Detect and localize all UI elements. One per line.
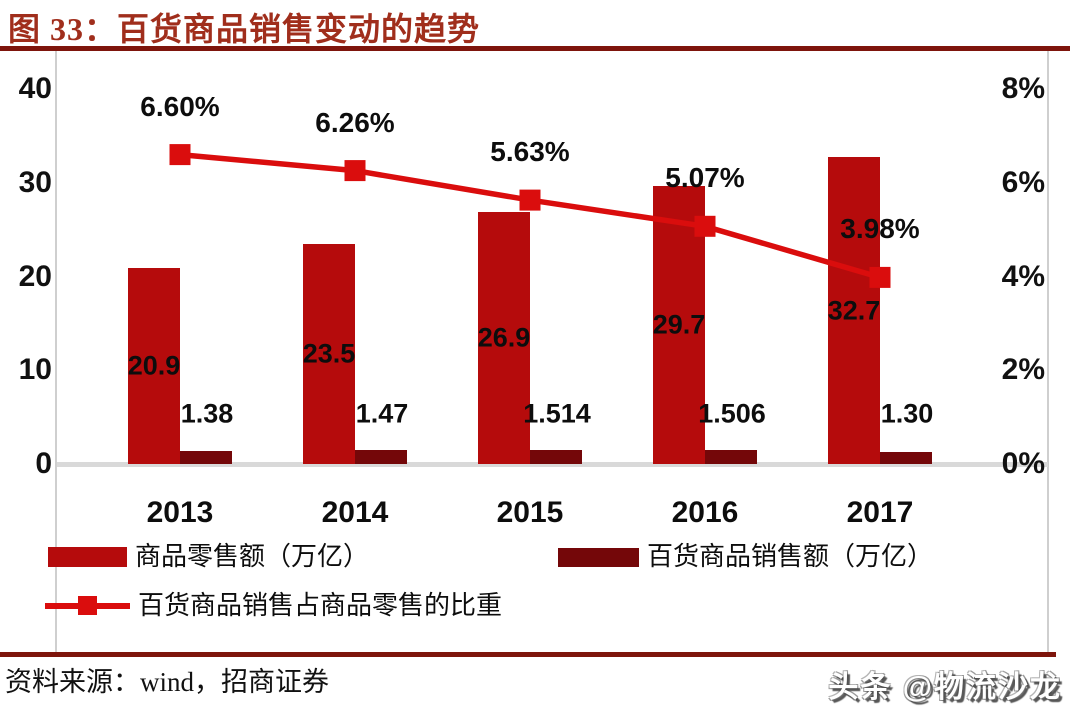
ratio-value-label: 5.63%	[490, 136, 570, 168]
ratio-value-label: 6.26%	[315, 106, 395, 138]
left-axis-tick: 10	[18, 353, 52, 387]
ratio-value-label: 5.07%	[665, 162, 745, 194]
bar-retail-2013	[128, 268, 180, 464]
line-marker-2014	[344, 160, 366, 182]
legend-item-ratio: 百货商品销售占商品零售的比重	[45, 591, 502, 621]
bar-dept-value-label: 1.506	[698, 398, 766, 429]
legend-swatch-ratio-line	[45, 594, 130, 618]
bar-retail-value-label: 32.7	[827, 295, 881, 325]
left-axis-tick: 20	[18, 259, 52, 293]
right-axis-tick: 6%	[1001, 165, 1045, 199]
bottom-rule	[0, 652, 1056, 657]
title-underline	[0, 46, 1070, 51]
left-axis-tick: 40	[18, 72, 52, 105]
bar-dept-2014	[355, 450, 407, 464]
x-axis-label-2016: 2016	[671, 496, 739, 529]
ratio-line-path	[179, 151, 881, 281]
bar-retail-value-label: 20.9	[127, 350, 181, 381]
right-axis-tick: 0%	[1001, 447, 1045, 480]
bar-dept-2015	[530, 450, 582, 464]
watermark-text: 头条 @物流沙龙	[828, 671, 1062, 704]
ratio-value-label: 3.98%	[840, 213, 920, 245]
bar-retail-value-label: 29.7	[652, 309, 706, 340]
legend-item-retail-sales: 商品零售额（万亿）	[48, 542, 369, 572]
x-axis-line	[57, 462, 1048, 467]
source-text: 资料来源：wind，招商证券	[5, 667, 329, 697]
right-axis-tick: 2%	[1001, 353, 1045, 387]
bar-dept-value-label: 1.514	[523, 398, 591, 429]
left-axis-tick: 0	[35, 447, 52, 480]
bar-retail-value-label: 23.5	[302, 338, 356, 369]
chart-border-left	[55, 51, 57, 652]
legend-swatch-retail-sales	[48, 547, 127, 567]
bar-dept-value-label: 1.30	[880, 398, 934, 429]
bar-retail-2014	[303, 244, 355, 464]
chart-border-right	[1047, 51, 1049, 652]
legend-line-marker-icon	[78, 596, 97, 615]
legend-swatch-dept-sales	[558, 547, 639, 567]
x-axis-label-2014: 2014	[321, 496, 389, 529]
legend-label-ratio: 百货商品销售占商品零售的比重	[138, 591, 503, 620]
x-axis-label-2017: 2017	[846, 496, 914, 529]
line-marker-2013	[169, 144, 191, 166]
right-axis-tick: 4%	[1001, 259, 1045, 293]
x-axis-label-2015: 2015	[496, 496, 564, 529]
bar-dept-2017	[880, 452, 932, 464]
x-axis-label-2013: 2013	[146, 496, 214, 529]
legend-label-dept-sales: 百货商品销售额（万亿）	[647, 542, 934, 571]
bar-dept-value-label: 1.38	[180, 398, 234, 429]
line-marker-2015	[519, 189, 541, 211]
right-axis-tick: 8%	[1001, 72, 1045, 105]
bar-dept-2016	[705, 450, 757, 464]
bar-retail-value-label: 26.9	[477, 322, 531, 353]
page-title: 图 33：百货商品销售变动的趋势	[8, 11, 481, 47]
bar-dept-2013	[180, 451, 232, 464]
bar-dept-value-label: 1.47	[355, 398, 409, 429]
ratio-value-label: 6.60%	[140, 90, 220, 122]
legend-item-dept-sales: 百货商品销售额（万亿）	[558, 542, 933, 572]
left-axis-tick: 30	[18, 165, 52, 199]
legend-label-retail-sales: 商品零售额（万亿）	[135, 542, 370, 571]
